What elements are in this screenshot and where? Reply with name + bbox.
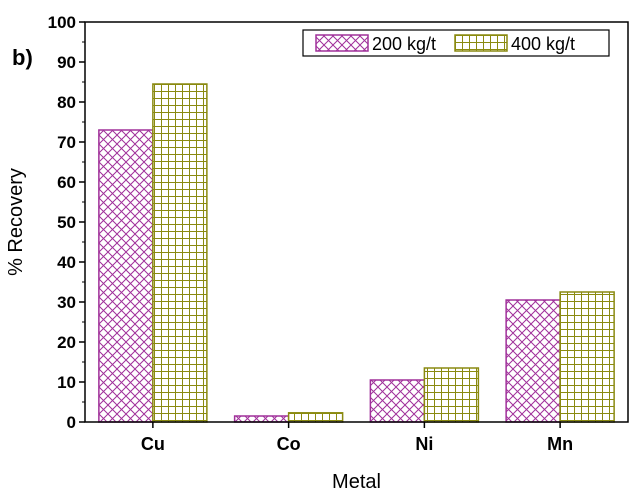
y-axis-ticks: 0 10 20 30 40 50 60 70 80 90 100 <box>48 13 85 432</box>
y-tick-label: 60 <box>57 173 76 192</box>
y-tick-label: 80 <box>57 93 76 112</box>
y-tick-label: 0 <box>67 413 76 432</box>
bar-mn-200 <box>505 299 561 423</box>
x-tick-label-ni: Ni <box>415 434 433 454</box>
legend: 200 kg/t 400 kg/t <box>302 29 610 57</box>
x-tick-label-cu: Cu <box>141 434 165 454</box>
bar-co-200 <box>233 415 290 423</box>
bar-ni-400 <box>423 367 480 423</box>
y-tick-label: 20 <box>57 333 76 352</box>
bar-cu-400 <box>152 83 208 423</box>
legend-swatch-400-kg-t <box>454 34 508 52</box>
legend-label-200-kg-t: 200 kg/t <box>372 34 436 54</box>
y-tick-label: 40 <box>57 253 76 272</box>
bar-cu-200 <box>98 129 154 423</box>
y-tick-label: 50 <box>57 213 76 232</box>
y-tick-label: 90 <box>57 53 76 72</box>
bars <box>98 83 615 423</box>
y-tick-label: 100 <box>48 13 76 32</box>
y-tick-label: 30 <box>57 293 76 312</box>
panel-label: b) <box>12 45 33 70</box>
y-tick-label: 10 <box>57 373 76 392</box>
y-tick-label: 70 <box>57 133 76 152</box>
bar-mn-400 <box>559 291 615 423</box>
legend-label-400-kg-t: 400 kg/t <box>511 34 575 54</box>
y-axis-title: % Recovery <box>5 168 27 276</box>
x-axis-title: Metal <box>332 471 381 493</box>
x-tick-label-mn: Mn <box>547 434 573 454</box>
plot-frame <box>84 21 629 423</box>
legend-swatch-200-kg-t <box>315 34 369 52</box>
bar-ni-200 <box>369 379 426 423</box>
x-tick-label-co: Co <box>277 434 301 454</box>
x-axis-tick-labels: Cu Co Ni Mn <box>141 422 573 454</box>
bar-co-400 <box>287 412 344 423</box>
